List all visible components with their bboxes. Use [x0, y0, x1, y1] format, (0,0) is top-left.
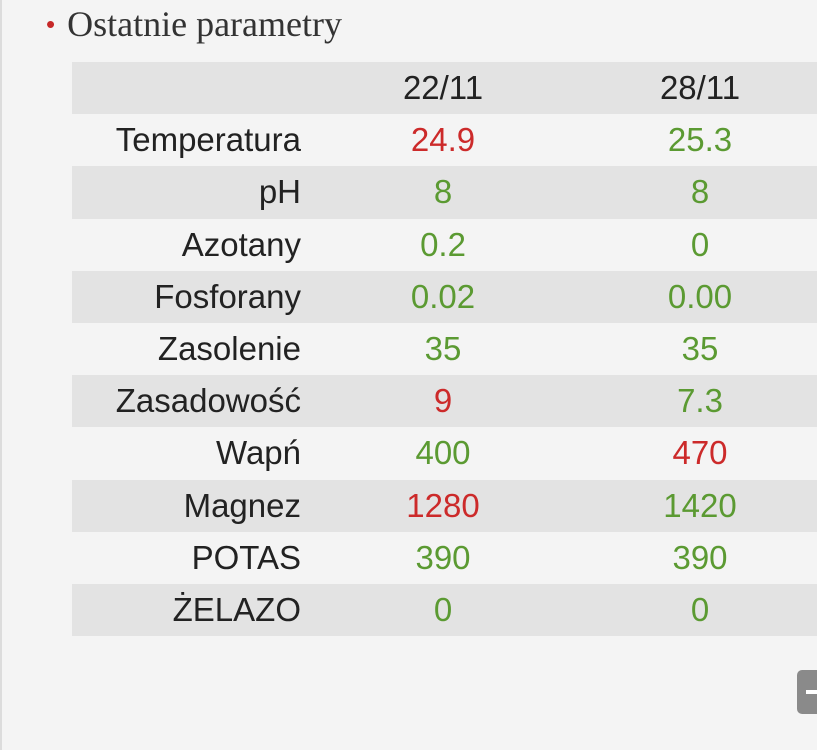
table-row: Magnez 1280 1420 — [72, 479, 817, 532]
toggle-button[interactable] — [797, 670, 817, 714]
row-label: Temperatura — [115, 121, 301, 159]
section-header: • Ostatnie parametry — [46, 2, 342, 46]
row-label: POTAS — [191, 538, 301, 576]
table-row: pH 8 8 — [72, 166, 817, 219]
table-row: ŻELAZO 0 0 — [72, 583, 817, 637]
row-label: pH — [258, 173, 301, 211]
row-label: ŻELAZO — [172, 590, 301, 628]
table-row: Zasadowość 9 7.3 — [72, 375, 817, 428]
table-row: Wapń 400 470 — [72, 427, 817, 479]
row-label: Zasadowość — [115, 382, 301, 420]
table-row: Azotany 0.2 0 — [72, 219, 817, 271]
table-row: POTAS 390 390 — [72, 532, 817, 584]
button-icon — [806, 690, 817, 694]
bullet: • — [46, 8, 56, 39]
table-row: Fosforany 0.02 0.00 — [72, 270, 817, 323]
row-label: Wapń — [216, 434, 301, 472]
row-label: Magnez — [183, 486, 301, 524]
row-label: Fosforany — [154, 277, 301, 315]
section-title: Ostatnie parametry — [67, 4, 342, 44]
table-row: Temperatura 24.9 25.3 — [72, 114, 817, 166]
table-row: Zasolenie 35 35 — [72, 323, 817, 375]
header-row: 22/11 28/11 — [72, 62, 817, 115]
row-label: Zasolenie — [157, 330, 301, 368]
parameters-table: 22/11 28/11 Temperatura 24.9 25.3 pH 8 8 Azotany… — [72, 62, 817, 637]
row-label: Azotany — [181, 225, 301, 263]
